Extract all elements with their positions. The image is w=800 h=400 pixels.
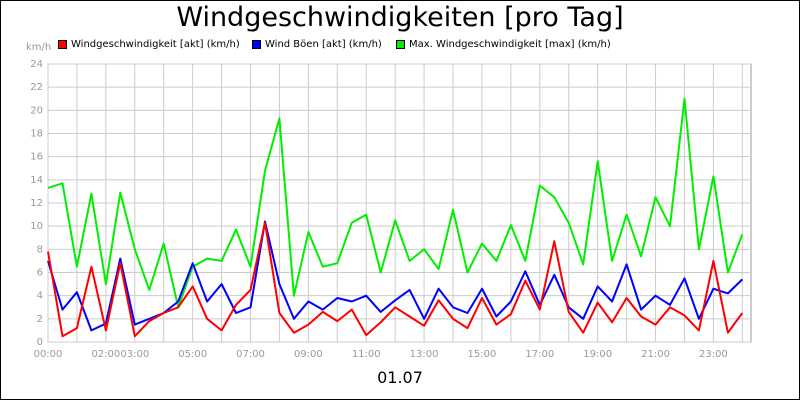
x-tick-label: 05:00: [178, 349, 207, 360]
legend-label-max-wind-speed: Max. Windgeschwindigkeit [max] (km/h): [409, 39, 611, 50]
y-tick-label: 2: [37, 314, 43, 325]
grid: [47, 63, 751, 343]
y-tick-label: 14: [30, 175, 43, 186]
x-tick-label: 11:00: [352, 349, 381, 360]
y-tick-label: 8: [37, 244, 43, 255]
x-tick-label: 19:00: [583, 349, 612, 360]
legend-item-max-wind-speed: Max. Windgeschwindigkeit [max] (km/h): [396, 39, 611, 50]
y-tick-label: 16: [30, 152, 43, 163]
y-axis-label: km/h: [26, 42, 52, 53]
y-tick-label: 18: [30, 129, 43, 140]
legend-label-gusts: Wind Böen [akt] (km/h): [265, 39, 382, 50]
y-tick-label: 0: [37, 337, 43, 348]
x-tick-label: 15:00: [468, 349, 497, 360]
y-tick-label: 20: [30, 105, 43, 116]
legend-label-wind-speed: Windgeschwindigkeit [akt] (km/h): [71, 39, 240, 50]
legend-swatch-max-wind-speed: [396, 39, 405, 49]
x-tick-label: 09:00: [294, 349, 323, 360]
y-tick-label: 10: [30, 221, 43, 232]
series-line-wind-speed: [47, 221, 744, 338]
x-tick-label: 13:00: [410, 349, 439, 360]
legend-swatch-wind-speed: [58, 39, 67, 49]
x-tick-label: 02:00: [91, 349, 120, 360]
legend-item-wind-speed: Windgeschwindigkeit [akt] (km/h): [58, 39, 240, 50]
date-label: 01.07: [377, 368, 423, 387]
y-tick-label: 24: [30, 59, 43, 70]
x-tick-label: 03:00: [120, 349, 149, 360]
x-tick-label: 07:00: [236, 349, 265, 360]
y-tick-label: 22: [30, 82, 43, 93]
legend-item-gusts: Wind Böen [akt] (km/h): [252, 39, 382, 50]
x-tick-label: 23:00: [699, 349, 728, 360]
x-tick-label: 21:00: [641, 349, 670, 360]
y-tick-label: 6: [37, 268, 43, 279]
series-lines: [47, 97, 744, 338]
series-line-max-wind-speed: [47, 97, 744, 309]
y-tick-label: 4: [37, 291, 43, 302]
y-tick-label: 12: [30, 198, 43, 209]
x-tick-label: 17:00: [525, 349, 554, 360]
legend-swatch-gusts: [252, 39, 261, 49]
chart-title: Windgeschwindigkeiten [pro Tag]: [176, 2, 624, 33]
x-tick-label: 00:00: [34, 349, 63, 360]
